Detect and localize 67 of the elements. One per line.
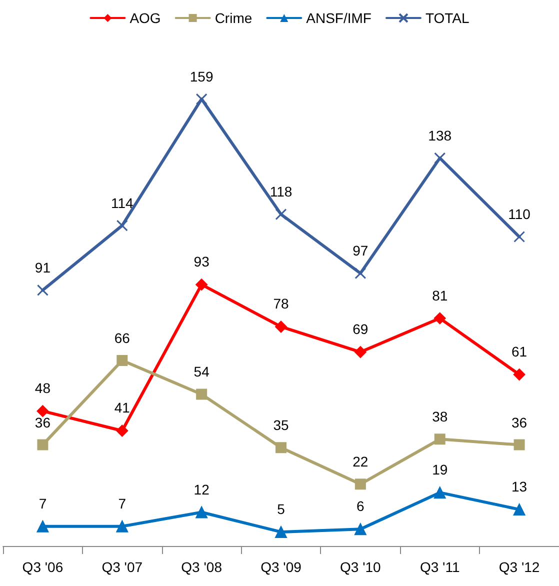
point [275,526,287,538]
data-label: 91 [34,259,51,276]
point [276,442,286,454]
data-label: 12 [194,481,210,498]
point [275,208,287,220]
point [196,93,208,105]
data-label: 41 [114,400,130,416]
data-label: 22 [352,454,368,470]
point [196,278,208,291]
legend-label: ANSF/IMF [306,10,372,26]
x-tick-label: Q3 '09 [260,559,302,575]
data-label: 7 [118,495,126,512]
point [354,478,366,490]
point [36,520,49,532]
point [196,506,208,518]
point [275,320,287,333]
data-label: 36 [34,414,51,430]
point [354,346,366,358]
point [36,284,48,296]
data-label: 6 [356,498,365,514]
data-label: 93 [194,254,210,270]
point [513,368,526,381]
data-label: 35 [273,417,289,434]
data-label: 110 [508,206,531,222]
data-label: 54 [194,364,210,380]
point [196,388,208,400]
data-label: 48 [34,380,51,396]
point [116,520,128,532]
data-label: 118 [270,184,292,200]
point [434,434,446,445]
point [116,354,128,366]
x-tick-label: Q3 '12 [498,559,540,575]
point [434,486,446,499]
data-label: 19 [432,462,448,478]
data-label: 69 [352,321,368,338]
point [354,523,366,536]
data-label: 5 [277,500,286,517]
data-label: 78 [273,296,289,312]
point [513,503,526,516]
x-tick-label: Q3 '06 [22,559,64,575]
point [434,152,446,164]
data-label: 36 [511,414,528,430]
x-tick-label: Q3 '11 [420,559,460,575]
point [434,312,446,324]
data-label: 61 [511,344,528,360]
point [116,424,128,437]
legend-label: AOG [130,10,161,26]
x-tick-label: Q3 '08 [181,559,222,575]
data-label: 38 [432,408,448,425]
data-label: 13 [511,478,528,494]
data-label: 159 [190,68,214,84]
point [514,439,525,450]
legend-label: TOTAL [425,10,470,26]
data-label: 7 [38,495,47,512]
data-label: 66 [114,330,130,346]
point [116,220,128,232]
point [514,231,526,243]
legend-label: Crime [214,10,252,26]
point [37,439,48,450]
data-label: 81 [432,287,448,304]
data-label: 114 [110,194,134,211]
x-tick-label: Q3 '10 [340,559,382,575]
data-label: 97 [352,242,368,259]
point [354,268,366,280]
point [36,405,49,418]
data-label: 138 [428,127,452,144]
x-tick-label: Q3 '07 [102,559,143,575]
